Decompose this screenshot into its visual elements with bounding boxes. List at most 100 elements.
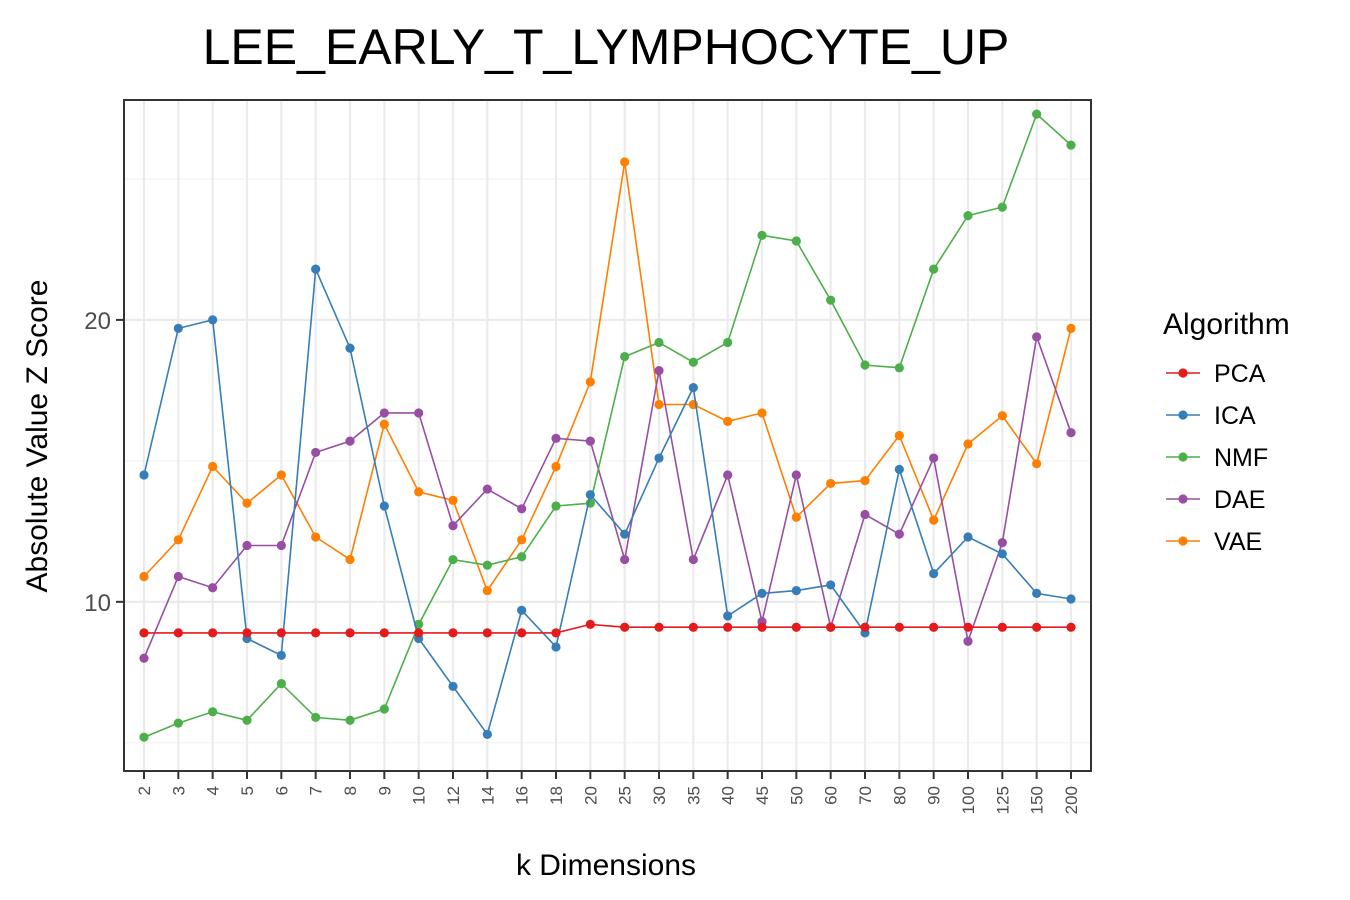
legend-item-ica: ICA xyxy=(1166,402,1256,430)
chart-title: LEE_EARLY_T_LYMPHOCYTE_UP xyxy=(203,19,1010,75)
data-point-dae xyxy=(276,540,286,551)
data-point-vae xyxy=(448,495,458,505)
data-point-nmf xyxy=(448,554,458,565)
x-tick-label: 5 xyxy=(238,786,257,795)
data-point-dae xyxy=(448,521,458,531)
data-point-pca xyxy=(1066,622,1076,632)
y-axis: 10 20 xyxy=(84,308,124,617)
data-point-pca xyxy=(894,622,904,632)
data-point-pca xyxy=(620,622,630,632)
data-point-nmf xyxy=(345,715,355,725)
data-point-dae xyxy=(414,408,424,418)
data-point-pca xyxy=(448,628,458,638)
data-point-dae xyxy=(482,484,492,494)
data-point-vae xyxy=(242,498,252,508)
x-tick-label: 16 xyxy=(513,786,532,805)
data-point-vae xyxy=(585,377,595,387)
x-tick-label: 150 xyxy=(1028,786,1047,814)
data-point-ica xyxy=(723,611,733,621)
data-point-ica xyxy=(448,681,458,692)
data-point-vae xyxy=(139,571,149,582)
panel-border xyxy=(123,99,1092,772)
data-point-nmf xyxy=(208,707,218,717)
data-point-ica xyxy=(311,264,321,274)
data-point-vae xyxy=(654,399,664,410)
y-tick-label: 20 xyxy=(84,308,111,335)
data-point-dae xyxy=(929,453,939,463)
series-line-dae xyxy=(143,333,1072,659)
data-point-nmf xyxy=(826,295,836,305)
data-point-dae xyxy=(860,509,870,520)
data-point-dae xyxy=(997,538,1007,548)
x-tick-label: 100 xyxy=(959,786,978,814)
series-nmf xyxy=(139,109,1076,742)
data-point-pca xyxy=(688,622,698,632)
data-point-vae xyxy=(517,535,527,545)
legend-label: VAE xyxy=(1214,528,1262,556)
data-point-dae xyxy=(517,504,527,514)
data-point-ica xyxy=(826,580,836,590)
x-tick-label: 18 xyxy=(547,786,566,805)
x-tick-label: 25 xyxy=(616,786,635,805)
data-point-pca xyxy=(963,622,973,632)
data-point-ica xyxy=(139,470,149,480)
x-tick-label: 6 xyxy=(272,786,291,795)
data-point-pca xyxy=(242,628,252,638)
legend-key-point xyxy=(1178,536,1188,546)
x-tick-label: 70 xyxy=(856,786,875,805)
data-point-dae xyxy=(654,366,664,376)
x-tick-label: 40 xyxy=(719,786,738,805)
data-point-vae xyxy=(860,476,870,486)
data-point-dae xyxy=(173,571,183,582)
x-tick-label: 20 xyxy=(581,786,600,805)
data-point-dae xyxy=(791,470,801,480)
legend-item-nmf: NMF xyxy=(1166,444,1268,472)
data-point-vae xyxy=(963,439,973,449)
legend-key-point xyxy=(1178,368,1188,378)
legend: Algorithm PCA ICA NMF DAE VAE xyxy=(1163,308,1290,556)
data-point-dae xyxy=(311,447,321,458)
data-point-ica xyxy=(791,585,801,596)
legend-key-point xyxy=(1178,494,1188,504)
data-point-pca xyxy=(997,622,1007,632)
data-point-vae xyxy=(894,430,904,441)
x-tick-label: 60 xyxy=(822,786,841,805)
data-point-pca xyxy=(311,628,321,638)
data-point-nmf xyxy=(963,210,973,221)
data-point-vae xyxy=(620,157,630,167)
data-point-dae xyxy=(379,408,389,418)
data-point-vae xyxy=(276,470,286,480)
x-tick-label: 7 xyxy=(307,786,326,795)
data-point-nmf xyxy=(723,337,733,348)
data-point-pca xyxy=(482,628,492,638)
data-point-dae xyxy=(1032,332,1042,342)
data-point-ica xyxy=(929,569,939,579)
data-point-dae xyxy=(585,436,595,446)
data-point-nmf xyxy=(791,236,801,246)
data-point-vae xyxy=(173,535,183,545)
data-point-vae xyxy=(723,416,733,427)
data-point-dae xyxy=(345,436,355,446)
legend-item-pca: PCA xyxy=(1166,360,1266,388)
data-point-ica xyxy=(1032,588,1042,598)
x-tick-label: 12 xyxy=(444,786,463,805)
series-dae xyxy=(139,332,1076,663)
legend-label: ICA xyxy=(1214,402,1256,430)
legend-key-point xyxy=(1178,410,1188,420)
legend-title: Algorithm xyxy=(1163,308,1290,341)
data-point-pca xyxy=(723,622,733,632)
data-point-pca xyxy=(1032,622,1042,632)
data-point-nmf xyxy=(757,230,767,240)
x-axis: 2 3 4 5 6 7 8 9 10 12 14 16 18 20 25 30 35 40 45 50 60 70 80 90… xyxy=(135,771,1081,814)
data-point-ica xyxy=(654,453,664,463)
x-tick-label: 3 xyxy=(169,786,188,795)
data-point-nmf xyxy=(242,715,252,725)
data-point-vae xyxy=(757,408,767,418)
legend-label: DAE xyxy=(1214,486,1265,514)
x-tick-label: 2 xyxy=(135,786,154,795)
x-tick-label: 30 xyxy=(650,786,669,805)
data-point-nmf xyxy=(860,360,870,370)
data-point-ica xyxy=(551,642,561,652)
data-point-ica xyxy=(517,605,527,615)
